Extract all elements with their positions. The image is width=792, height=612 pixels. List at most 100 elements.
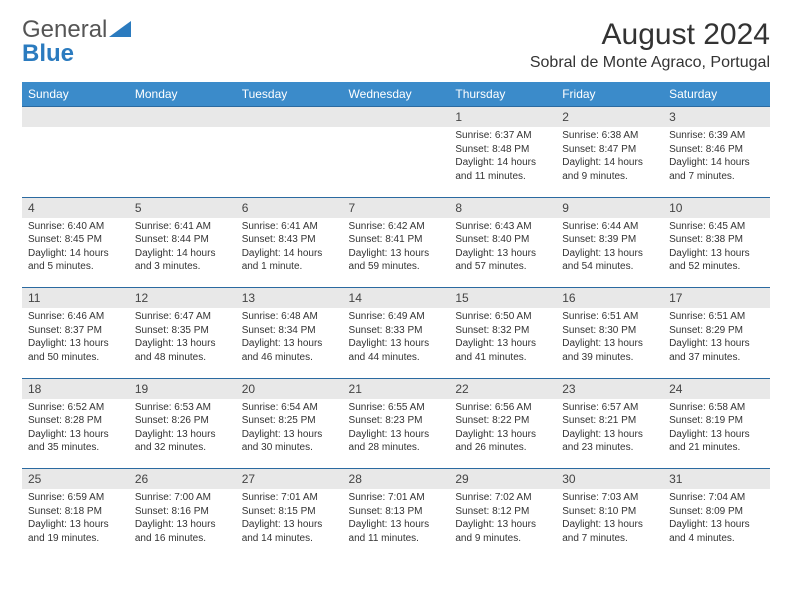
day-number: 29 [449, 469, 556, 490]
daylight-text: Daylight: 14 hours and 7 minutes. [669, 156, 764, 183]
daylight-text: Daylight: 13 hours and 59 minutes. [349, 247, 444, 274]
day-number: 6 [236, 197, 343, 218]
daylight-text: Daylight: 13 hours and 35 minutes. [28, 428, 123, 455]
day-number: 5 [129, 197, 236, 218]
day-number [343, 107, 450, 128]
day-detail: Sunrise: 6:51 AMSunset: 8:30 PMDaylight:… [556, 308, 663, 378]
daylight-text: Daylight: 14 hours and 9 minutes. [562, 156, 657, 183]
sunset-text: Sunset: 8:34 PM [242, 324, 337, 338]
sunset-text: Sunset: 8:41 PM [349, 233, 444, 247]
daylight-text: Daylight: 13 hours and 46 minutes. [242, 337, 337, 364]
sunset-text: Sunset: 8:26 PM [135, 414, 230, 428]
day-number: 16 [556, 288, 663, 309]
day-number: 20 [236, 378, 343, 399]
week-detail-row: Sunrise: 6:46 AMSunset: 8:37 PMDaylight:… [22, 308, 770, 378]
sunrise-text: Sunrise: 6:38 AM [562, 129, 657, 143]
day-number [129, 107, 236, 128]
sunrise-text: Sunrise: 7:03 AM [562, 491, 657, 505]
sunset-text: Sunset: 8:29 PM [669, 324, 764, 338]
sunrise-text: Sunrise: 7:01 AM [349, 491, 444, 505]
logo-triangle-icon [109, 21, 131, 42]
day-detail: Sunrise: 6:49 AMSunset: 8:33 PMDaylight:… [343, 308, 450, 378]
day-number: 3 [663, 107, 770, 128]
day-number: 30 [556, 469, 663, 490]
day-number: 13 [236, 288, 343, 309]
logo-word1: General [22, 16, 107, 43]
week-num-row: 123 [22, 107, 770, 128]
sunset-text: Sunset: 8:33 PM [349, 324, 444, 338]
week-num-row: 11121314151617 [22, 288, 770, 309]
day-detail: Sunrise: 7:01 AMSunset: 8:13 PMDaylight:… [343, 489, 450, 559]
day-number: 11 [22, 288, 129, 309]
sunset-text: Sunset: 8:45 PM [28, 233, 123, 247]
sunrise-text: Sunrise: 6:54 AM [242, 401, 337, 415]
week-detail-row: Sunrise: 6:37 AMSunset: 8:48 PMDaylight:… [22, 127, 770, 197]
daylight-text: Daylight: 13 hours and 21 minutes. [669, 428, 764, 455]
dow-sunday: Sunday [22, 82, 129, 107]
day-detail: Sunrise: 6:46 AMSunset: 8:37 PMDaylight:… [22, 308, 129, 378]
day-detail: Sunrise: 6:40 AMSunset: 8:45 PMDaylight:… [22, 218, 129, 288]
location: Sobral de Monte Agraco, Portugal [530, 54, 770, 72]
sunrise-text: Sunrise: 7:02 AM [455, 491, 550, 505]
day-number: 8 [449, 197, 556, 218]
day-detail: Sunrise: 6:41 AMSunset: 8:43 PMDaylight:… [236, 218, 343, 288]
daylight-text: Daylight: 13 hours and 19 minutes. [28, 518, 123, 545]
day-number: 23 [556, 378, 663, 399]
sunset-text: Sunset: 8:19 PM [669, 414, 764, 428]
sunset-text: Sunset: 8:37 PM [28, 324, 123, 338]
day-detail: Sunrise: 6:59 AMSunset: 8:18 PMDaylight:… [22, 489, 129, 559]
sunset-text: Sunset: 8:10 PM [562, 505, 657, 519]
day-detail [129, 127, 236, 197]
day-number [22, 107, 129, 128]
day-number: 19 [129, 378, 236, 399]
sunrise-text: Sunrise: 6:51 AM [669, 310, 764, 324]
sunset-text: Sunset: 8:12 PM [455, 505, 550, 519]
sunrise-text: Sunrise: 6:52 AM [28, 401, 123, 415]
sunset-text: Sunset: 8:23 PM [349, 414, 444, 428]
daylight-text: Daylight: 13 hours and 28 minutes. [349, 428, 444, 455]
sunrise-text: Sunrise: 6:50 AM [455, 310, 550, 324]
daylight-text: Daylight: 13 hours and 9 minutes. [455, 518, 550, 545]
day-detail: Sunrise: 7:02 AMSunset: 8:12 PMDaylight:… [449, 489, 556, 559]
sunrise-text: Sunrise: 6:59 AM [28, 491, 123, 505]
day-detail: Sunrise: 6:54 AMSunset: 8:25 PMDaylight:… [236, 399, 343, 469]
sunrise-text: Sunrise: 7:01 AM [242, 491, 337, 505]
sunrise-text: Sunrise: 6:53 AM [135, 401, 230, 415]
week-detail-row: Sunrise: 6:52 AMSunset: 8:28 PMDaylight:… [22, 399, 770, 469]
daylight-text: Daylight: 13 hours and 16 minutes. [135, 518, 230, 545]
sunset-text: Sunset: 8:16 PM [135, 505, 230, 519]
daylight-text: Daylight: 13 hours and 32 minutes. [135, 428, 230, 455]
sunrise-text: Sunrise: 6:51 AM [562, 310, 657, 324]
week-num-row: 25262728293031 [22, 469, 770, 490]
logo: General Blue [22, 18, 131, 66]
sunset-text: Sunset: 8:38 PM [669, 233, 764, 247]
month-title: August 2024 [530, 18, 770, 52]
sunrise-text: Sunrise: 6:37 AM [455, 129, 550, 143]
day-detail [236, 127, 343, 197]
logo-word2: Blue [22, 40, 74, 67]
dow-wednesday: Wednesday [343, 82, 450, 107]
header: General Blue August 2024 Sobral de Monte… [22, 18, 770, 72]
day-detail: Sunrise: 7:04 AMSunset: 8:09 PMDaylight:… [663, 489, 770, 559]
daylight-text: Daylight: 13 hours and 39 minutes. [562, 337, 657, 364]
sunrise-text: Sunrise: 6:58 AM [669, 401, 764, 415]
day-detail [343, 127, 450, 197]
day-number: 27 [236, 469, 343, 490]
dow-saturday: Saturday [663, 82, 770, 107]
day-detail: Sunrise: 6:48 AMSunset: 8:34 PMDaylight:… [236, 308, 343, 378]
day-number: 12 [129, 288, 236, 309]
day-number: 18 [22, 378, 129, 399]
day-number: 7 [343, 197, 450, 218]
daylight-text: Daylight: 13 hours and 26 minutes. [455, 428, 550, 455]
day-number: 31 [663, 469, 770, 490]
day-detail: Sunrise: 7:00 AMSunset: 8:16 PMDaylight:… [129, 489, 236, 559]
day-detail: Sunrise: 6:45 AMSunset: 8:38 PMDaylight:… [663, 218, 770, 288]
sunrise-text: Sunrise: 6:40 AM [28, 220, 123, 234]
dow-monday: Monday [129, 82, 236, 107]
day-detail: Sunrise: 6:50 AMSunset: 8:32 PMDaylight:… [449, 308, 556, 378]
day-detail: Sunrise: 6:53 AMSunset: 8:26 PMDaylight:… [129, 399, 236, 469]
sunset-text: Sunset: 8:40 PM [455, 233, 550, 247]
day-detail: Sunrise: 6:41 AMSunset: 8:44 PMDaylight:… [129, 218, 236, 288]
sunrise-text: Sunrise: 6:47 AM [135, 310, 230, 324]
day-number: 9 [556, 197, 663, 218]
